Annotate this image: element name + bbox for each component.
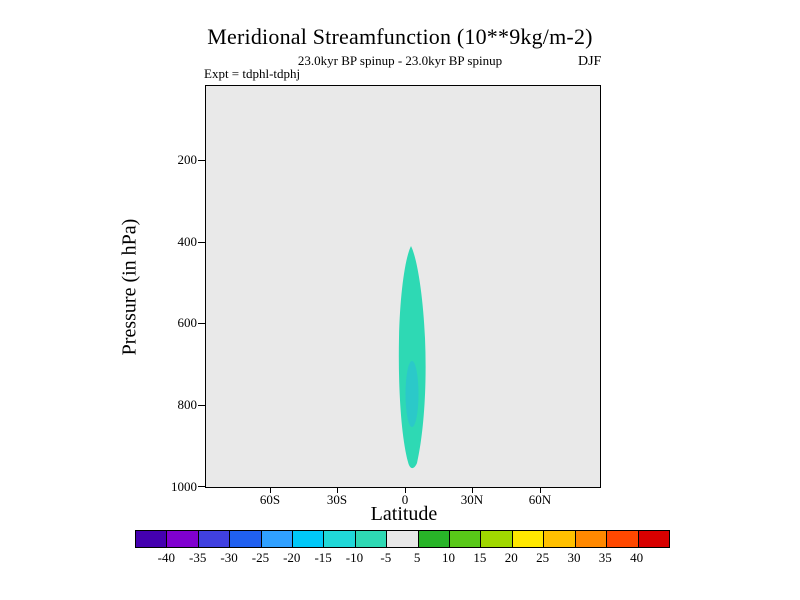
y-tick	[198, 486, 205, 487]
colorbar-segment	[512, 531, 545, 547]
colorbar-segment	[418, 531, 451, 547]
x-tick-label: 60N	[528, 492, 552, 507]
x-tick-label: 60S	[259, 492, 281, 507]
y-tick	[198, 242, 205, 243]
colorbar-tick-label: 10	[442, 550, 456, 565]
x-tick	[540, 487, 541, 493]
y-tick	[198, 160, 205, 161]
colorbar-tick-label: 35	[598, 550, 612, 565]
x-tick	[337, 487, 338, 493]
x-tick	[472, 487, 473, 493]
colorbar-segment	[261, 531, 294, 547]
colorbar-segment	[544, 531, 576, 547]
y-tick	[198, 405, 205, 406]
season-label: DJF	[578, 54, 602, 69]
colorbar-tick-label: 40	[630, 550, 644, 565]
experiment-label: Expt = tdphl-tdphj	[204, 66, 301, 81]
y-tick	[198, 323, 205, 324]
y-tick-label: 600	[177, 315, 198, 330]
x-tick-label: 30S	[326, 492, 348, 507]
plot-area	[205, 85, 601, 488]
colorbar-tick-label: -30	[220, 550, 238, 565]
colorbar-tick-label: -5	[380, 550, 392, 565]
y-tick-label: 400	[177, 234, 198, 249]
colorbar-segment	[387, 531, 419, 547]
colorbar-segment	[481, 531, 513, 547]
negative-anomaly-core-contour	[405, 361, 419, 427]
x-tick	[405, 487, 406, 493]
colorbar-segment	[355, 531, 388, 547]
colorbar-tick-label: 25	[536, 550, 550, 565]
negative-anomaly-contour	[398, 246, 426, 469]
colorbar-tick-label: 5	[413, 550, 421, 565]
colorbar	[135, 530, 670, 548]
contour-layer	[398, 246, 426, 469]
x-tick-label: 0	[401, 492, 409, 507]
colorbar-segment	[230, 531, 262, 547]
chart-title: Meridional Streamfunction (10**9kg/m-2)	[207, 24, 593, 49]
colorbar-tick-label: -20	[283, 550, 301, 565]
colorbar-segment	[607, 531, 639, 547]
colorbar-labels: -40 -35 -30 -25 -20 -15 -10 -5 5 10 15 2…	[135, 550, 668, 566]
colorbar-tick-label: 15	[473, 550, 487, 565]
colorbar-segment	[136, 531, 168, 547]
y-axis-title: Pressure (in hPa)	[118, 218, 141, 356]
colorbar-tick-label: -35	[189, 550, 207, 565]
colorbar-tick-label: 30	[567, 550, 581, 565]
colorbar-segment	[638, 531, 669, 547]
colorbar-tick-label: -10	[345, 550, 364, 565]
x-axis-title: Latitude	[370, 503, 438, 525]
chart-subtitle: 23.0kyr BP spinup - 23.0kyr BP spinup	[297, 53, 503, 68]
y-tick-label: 200	[177, 152, 198, 167]
colorbar-segment	[450, 531, 482, 547]
colorbar-segment	[324, 531, 356, 547]
colorbar-tick-label: -15	[314, 550, 332, 565]
colorbar-tick-label: 20	[504, 550, 518, 565]
colorbar-tick-label: -40	[157, 550, 176, 565]
y-tick-label: 1000	[171, 479, 197, 494]
colorbar-segment	[293, 531, 325, 547]
colorbar-segment	[575, 531, 608, 547]
y-tick-label: 800	[177, 397, 198, 412]
colorbar-segment	[167, 531, 199, 547]
colorbar-segment	[198, 531, 231, 547]
x-tick-label: 30N	[460, 492, 484, 507]
colorbar-tick-label: -25	[251, 550, 270, 565]
x-tick	[270, 487, 271, 493]
